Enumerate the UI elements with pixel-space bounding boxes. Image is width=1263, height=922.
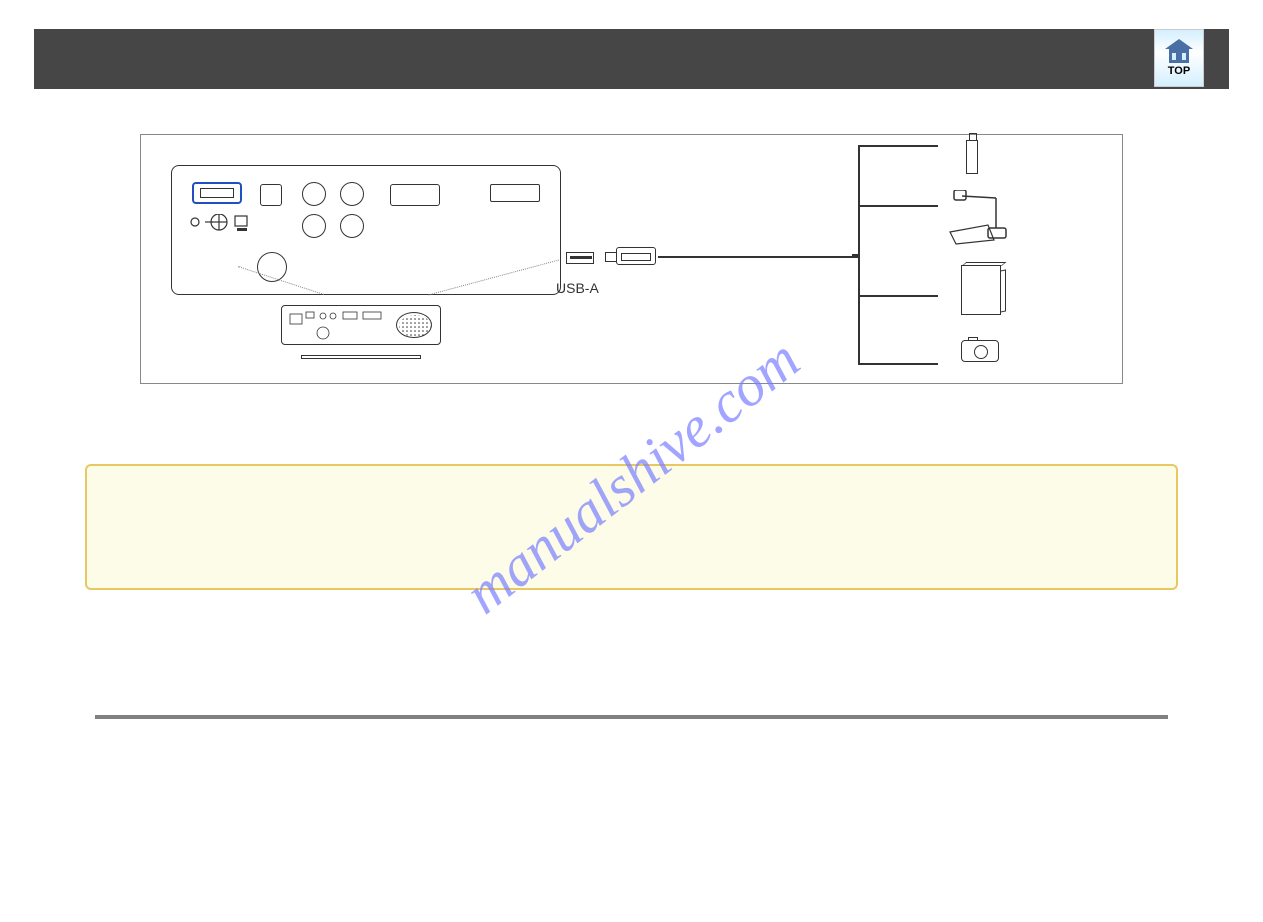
projector-illustration [281,305,441,355]
projector-ports-small [288,308,388,344]
top-icon-label: TOP [1168,65,1190,77]
attention-callout-box [85,464,1178,590]
grille-pattern [397,313,433,339]
audio-port-icon [302,182,326,206]
usb-a-connector-icon [566,252,594,264]
usb-b-port-icon [260,184,282,206]
top-navigation-button[interactable]: TOP [1154,29,1204,87]
usb-flash-drive-icon [966,140,978,174]
page-container: TOP [0,29,1263,922]
document-camera-icon [946,190,1016,245]
audio-port-2-icon [302,214,326,238]
usb-port-label: USB-A [556,280,599,296]
digital-camera-icon [961,340,1001,366]
projector-speaker-grille [396,312,432,338]
content-area: USB-A [0,134,1263,719]
svideo-port-icon [340,182,364,206]
header-bar: TOP [34,29,1229,89]
usb-a-port-icon [200,188,234,198]
footer-divider [95,715,1168,719]
home-icon [1165,39,1193,63]
usb-cable-plug-icon [616,247,658,267]
external-hard-drive-icon [961,265,1001,315]
device-bracket [858,145,888,365]
usb-cable-line [658,256,858,258]
vga-port-icon [390,184,440,206]
hdmi-port-icon [490,184,540,202]
port-symbols [187,214,252,254]
video-port-icon [340,214,364,238]
connection-diagram: USB-A [140,134,1123,384]
